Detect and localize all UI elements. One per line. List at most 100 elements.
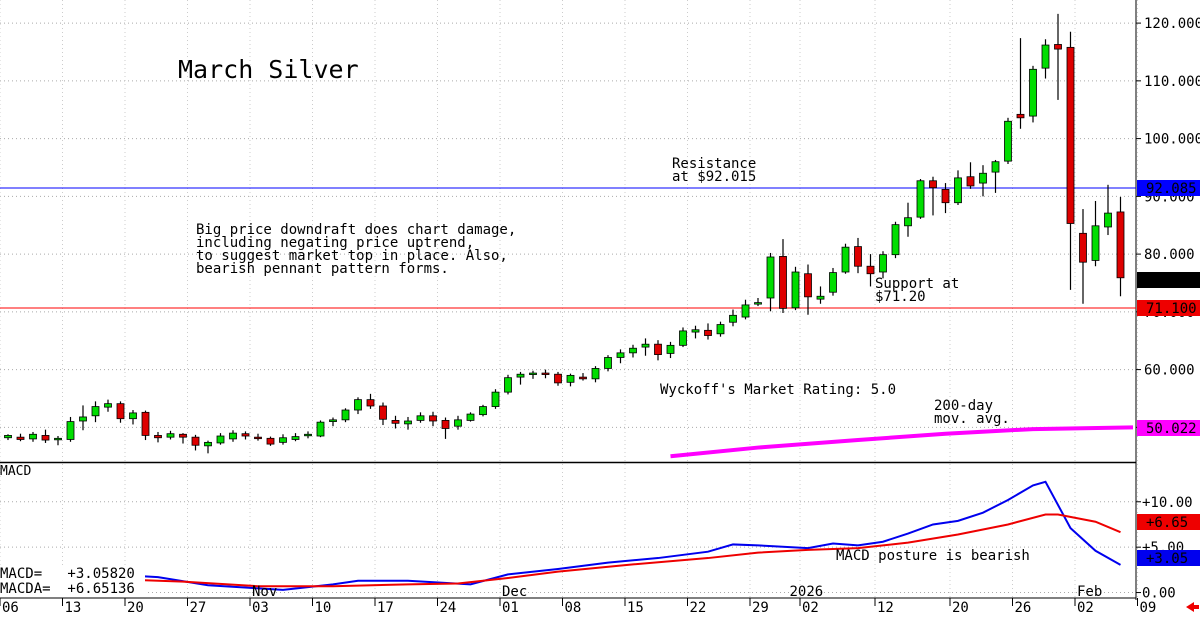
commentary-line-3: to suggest market top in place. Also, — [196, 248, 508, 264]
candle — [29, 431, 37, 442]
price-tick-label: 120.000 — [1144, 16, 1200, 32]
svg-text:+3.05: +3.05 — [1146, 551, 1188, 567]
candle — [379, 402, 387, 426]
candle — [954, 170, 962, 206]
candle — [104, 399, 112, 412]
support-label-1: Support at — [875, 276, 959, 292]
date-tick-label: 10 — [315, 600, 332, 616]
candle — [616, 349, 625, 364]
date-tick-label: 12 — [877, 600, 894, 616]
candle — [941, 183, 950, 214]
candle — [466, 412, 475, 422]
candle — [779, 239, 787, 314]
candle — [879, 251, 887, 279]
candle — [304, 431, 312, 439]
candle — [16, 433, 25, 442]
commentary-line-2: including negating price uptrend, — [196, 235, 474, 251]
candle — [329, 417, 337, 427]
candle — [516, 371, 525, 385]
candle — [166, 430, 175, 440]
macd-value-tag: +3.05 — [1137, 550, 1200, 567]
candle — [91, 401, 100, 423]
candle — [904, 202, 912, 237]
candle — [391, 415, 400, 429]
candle — [229, 430, 237, 442]
date-tick-label: 06 — [2, 600, 19, 616]
date-tick-label: 20 — [952, 600, 969, 616]
date-tick-label: 24 — [440, 600, 457, 616]
date-tick-label: 20 — [127, 600, 144, 616]
market-rating: Wyckoff's Market Rating: 5.0 — [660, 382, 896, 398]
candle — [441, 417, 450, 439]
commentary-line-1: Big price downdraft does chart damage, — [196, 222, 516, 238]
candle — [479, 404, 487, 417]
ma200-label-1: 200-day — [934, 398, 993, 414]
ma200-label-2: mov. avg. — [934, 411, 1010, 427]
candle — [129, 410, 137, 425]
candle — [1029, 65, 1037, 123]
candle — [354, 397, 362, 415]
candle — [216, 433, 225, 445]
candle — [691, 325, 700, 339]
price-tick-label: 60.000 — [1144, 363, 1195, 379]
candle — [929, 176, 937, 216]
candle — [154, 431, 162, 443]
date-tick-label: 29 — [752, 600, 769, 616]
candle — [666, 341, 675, 359]
date-tick-label: 03 — [252, 600, 269, 616]
candle — [4, 434, 12, 441]
ma200-line — [670, 425, 1134, 459]
candle — [341, 408, 350, 423]
macda-line — [7, 513, 1121, 588]
candles — [4, 13, 1125, 454]
commentary-line-4: bearish pennant pattern forms. — [196, 261, 449, 277]
candle — [654, 340, 662, 361]
price-tick-label: 80.000 — [1144, 247, 1195, 263]
candle — [504, 374, 512, 395]
candle — [141, 410, 150, 441]
svg-text:50.022: 50.022 — [1146, 421, 1197, 437]
candle — [179, 433, 187, 444]
date-tick-label: 26 — [1015, 600, 1032, 616]
macd-readout: MACD= +3.05820 — [0, 566, 135, 582]
candle — [754, 297, 762, 307]
candle — [729, 309, 737, 327]
month-label: Nov — [252, 584, 277, 600]
date-tick-label: 27 — [190, 600, 207, 616]
date-tick-label: 08 — [565, 600, 582, 616]
svg-text:+6.65: +6.65 — [1146, 515, 1188, 531]
candle — [979, 165, 987, 197]
candle — [791, 266, 800, 311]
candle — [279, 434, 287, 445]
macd-note: MACD posture is bearish — [836, 548, 1030, 564]
candle — [416, 412, 425, 423]
scroll-arrow-icon[interactable] — [1186, 602, 1199, 612]
level-lines — [0, 187, 1136, 309]
date-tick-label: 13 — [65, 600, 82, 616]
candle — [916, 179, 925, 219]
candle — [254, 433, 262, 441]
candle — [1041, 39, 1050, 79]
candle — [191, 434, 200, 451]
candle — [1104, 184, 1112, 236]
resistance-label-2: at $92.015 — [672, 169, 756, 185]
resistance-label-1: Resistance — [672, 156, 756, 172]
price-tick-label: 100.000 — [1144, 132, 1200, 148]
macd-panel-label: MACD — [0, 464, 31, 479]
candle — [966, 162, 975, 189]
date-axis-ticks: 06 13 20 27 03 10 17 24 01 08 15 22 29 02 12 20 26 02 09No… — [0, 584, 1156, 616]
candle — [604, 355, 612, 372]
candle — [429, 411, 437, 427]
price-tick-label: 110.000 — [1144, 74, 1200, 90]
candle — [554, 371, 562, 386]
candle — [1016, 38, 1025, 129]
support-label-2: $71.20 — [875, 289, 926, 305]
candle — [204, 440, 212, 454]
candle — [841, 243, 850, 274]
candle — [891, 221, 900, 259]
candle — [66, 416, 75, 442]
candle — [991, 159, 1000, 193]
date-tick-label: 22 — [690, 600, 707, 616]
support-price-tag: 71.100 — [1137, 300, 1200, 317]
